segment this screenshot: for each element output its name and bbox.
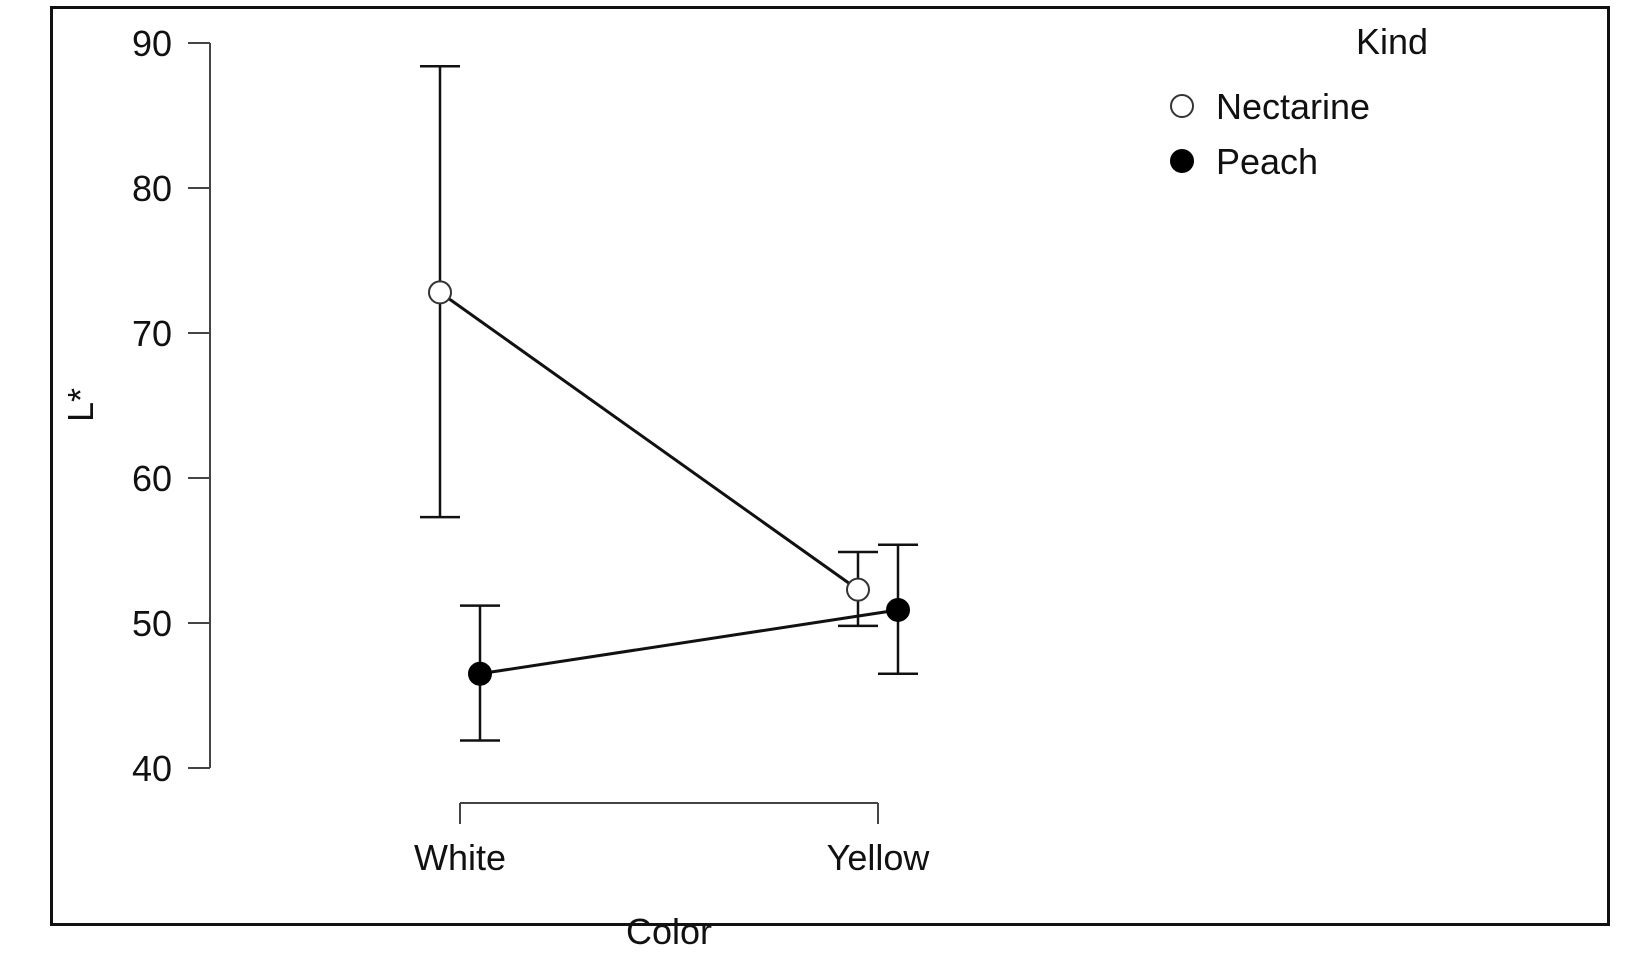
data-point <box>428 280 452 305</box>
y-tick-label: 40 <box>132 748 172 789</box>
y-tick-label: 50 <box>132 603 172 644</box>
series-line <box>439 291 859 591</box>
series-peach <box>460 543 918 742</box>
x-axis-title: Color <box>626 911 712 952</box>
x-ticks: White Yellow <box>414 803 930 878</box>
legend-marker <box>1170 94 1194 118</box>
y-ticks: 40 50 60 70 80 90 <box>132 23 210 789</box>
data-point <box>886 597 910 622</box>
y-axis: 40 50 60 70 80 90 <box>132 23 211 789</box>
y-tick-label: 60 <box>132 458 172 499</box>
chart-frame <box>50 6 1610 926</box>
legend-label: Nectarine <box>1216 86 1370 127</box>
legend-marker <box>1170 149 1194 173</box>
legend-title: Kind <box>1356 21 1428 62</box>
x-tick-label: White <box>414 837 506 878</box>
x-tick-label: Yellow <box>827 837 931 878</box>
legend-items: Nectarine Peach <box>1170 86 1370 182</box>
legend: Kind Nectarine Peach <box>1170 21 1428 182</box>
series-layer <box>420 64 918 742</box>
y-axis-title: L* <box>60 388 101 422</box>
data-point <box>468 661 492 686</box>
y-tick-label: 80 <box>132 168 172 209</box>
data-point <box>846 577 870 602</box>
series-line <box>479 608 899 676</box>
legend-label: Peach <box>1216 141 1318 182</box>
y-tick-label: 70 <box>132 313 172 354</box>
series-nectarine <box>420 64 878 628</box>
y-tick-label: 90 <box>132 23 172 64</box>
x-axis: White Yellow <box>414 802 930 878</box>
